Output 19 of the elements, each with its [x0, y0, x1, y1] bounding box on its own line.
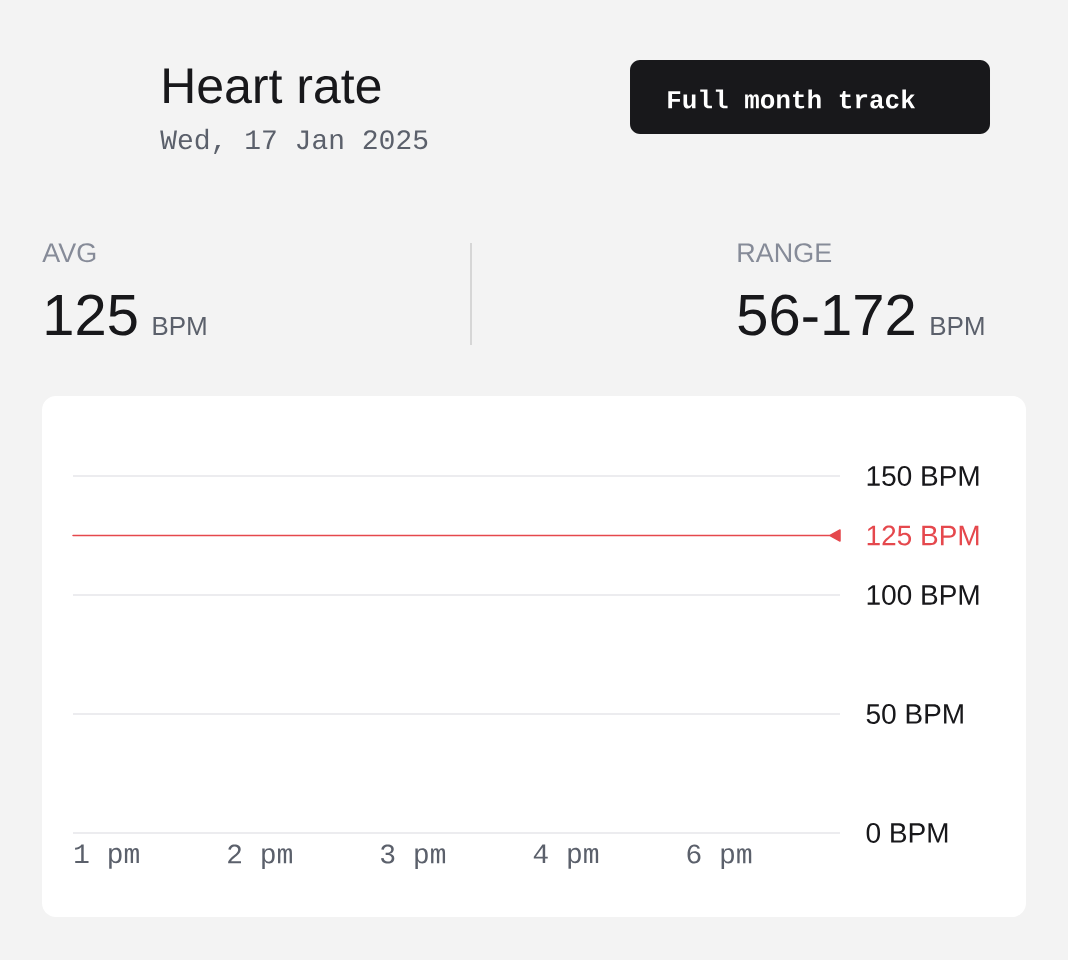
x-tick-label: 4 pm: [533, 844, 599, 869]
text: BPM: [931, 317, 984, 335]
text: RANGE: [738, 243, 832, 263]
y-tick-label: 100 BPM: [867, 585, 979, 605]
x-tick-label: 2 pm: [228, 844, 292, 870]
chart-title: Heart rate: [164, 68, 381, 104]
chart-subtitle: Wed, 17 Jan 2025: [160, 128, 428, 154]
text: BPM: [153, 317, 206, 335]
x-tick-label: 1 pm: [75, 844, 139, 869]
x-tick-label: 3 pm: [381, 844, 446, 870]
ref-line-label: 125 BPM: [867, 525, 979, 546]
text: Full month track: [668, 89, 916, 109]
y-tick-label: 0 BPM: [866, 823, 948, 843]
y-tick-label: 150 BPM: [867, 466, 979, 486]
text: 125: [46, 294, 137, 336]
text: AVG: [42, 243, 96, 263]
x-tick-label: 6 pm: [687, 844, 752, 870]
text: 56-172: [738, 294, 914, 336]
y-tick-label: 50 BPM: [866, 704, 963, 724]
